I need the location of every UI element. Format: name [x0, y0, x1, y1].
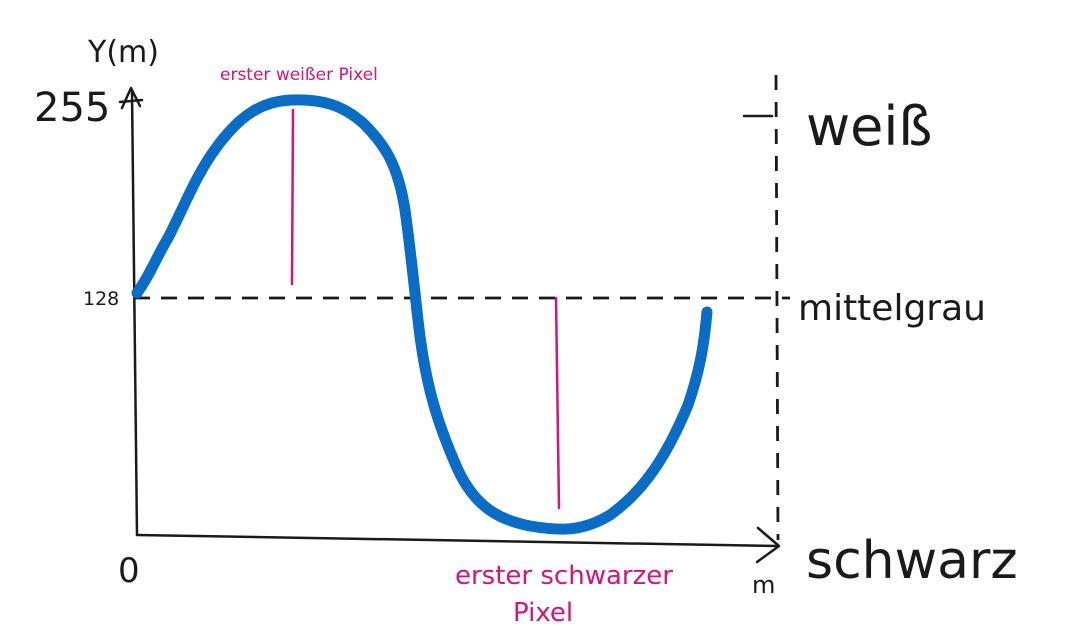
tick-label-255: 255	[34, 85, 110, 131]
first-white-pixel-marker	[290, 108, 295, 286]
x-axis-label: m	[752, 571, 775, 599]
first-black-pixel-annotation-line1: erster schwarzer	[455, 561, 673, 591]
first-black-pixel-annotation-line2: Pixel	[513, 598, 573, 628]
white-label: weiß	[806, 95, 932, 158]
sine-curve	[131, 94, 713, 535]
x-axis-arrowhead	[755, 526, 781, 564]
tick-255	[118, 98, 144, 104]
mid-gray-label: mittelgrau	[798, 288, 986, 329]
first-white-pixel-annotation: erster weißer Pixel	[220, 65, 378, 85]
x-axis	[135, 533, 780, 548]
black-label: schwarz	[806, 531, 1018, 591]
origin-label: 0	[118, 551, 140, 591]
y-axis	[130, 90, 139, 537]
right-dashed-line	[774, 74, 780, 541]
tick-label-128: 128	[83, 288, 119, 310]
y-axis-label: Y(m)	[87, 35, 159, 70]
first-black-pixel-marker	[554, 296, 561, 510]
